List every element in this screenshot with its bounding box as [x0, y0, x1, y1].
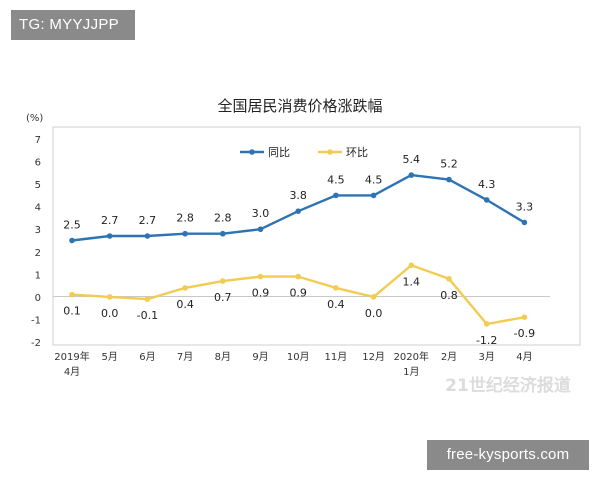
x-tick-label: 11月 — [325, 351, 348, 363]
data-label: 4.5 — [327, 173, 345, 186]
data-point — [220, 278, 226, 284]
data-point — [106, 233, 113, 239]
plot-frame — [52, 126, 581, 346]
y-tick-labels: -2 -1 0 1 2 3 4 5 6 7 — [31, 135, 41, 349]
data-label: -0.1 — [137, 309, 158, 322]
data-point — [370, 192, 377, 199]
y-tick-label: 0 — [35, 293, 41, 304]
x-tick-label: 10月 — [287, 351, 310, 363]
x-tick-label: 2月 — [441, 351, 457, 363]
data-point — [483, 321, 490, 327]
data-point — [446, 176, 452, 183]
data-point — [333, 285, 339, 291]
data-label: 0.9 — [252, 287, 270, 300]
x-tick-label: 1月 — [403, 366, 419, 378]
y-tick-label: 1 — [35, 270, 41, 281]
y-tick-label: 4 — [35, 203, 41, 214]
data-point — [144, 296, 151, 302]
data-label: 3.8 — [289, 189, 307, 202]
x-tick-label: 8月 — [215, 351, 231, 363]
y-tick-label: -2 — [31, 338, 41, 349]
legend: 同比 环比 — [240, 146, 368, 159]
legend-label: 同比 — [268, 146, 290, 159]
data-point — [295, 273, 302, 280]
data-label: 2.5 — [63, 219, 81, 232]
data-point — [182, 230, 188, 237]
data-point — [521, 219, 528, 226]
data-point — [370, 294, 377, 300]
data-point — [333, 192, 339, 199]
data-label: 5.2 — [440, 158, 458, 171]
data-label: 3.0 — [252, 207, 270, 220]
x-tick-label: 6月 — [139, 351, 155, 363]
data-point — [483, 197, 490, 203]
data-point — [220, 230, 226, 237]
x-tick-label: 2019年 — [54, 350, 89, 363]
x-tick-label: 7月 — [177, 351, 193, 363]
x-tick-label: 2020年 — [394, 350, 429, 363]
data-label: 4.5 — [365, 173, 383, 186]
data-label: 0.8 — [440, 289, 458, 302]
y-tick-label: -1 — [31, 315, 41, 326]
data-label: 2.8 — [214, 212, 232, 225]
watermark-text: 21世纪经济报道 — [445, 375, 571, 396]
x-tick-label: 4月 — [516, 351, 532, 363]
data-point — [182, 285, 188, 291]
legend-swatch-marker — [249, 149, 255, 155]
y-tick-label: 6 — [35, 158, 41, 169]
data-point — [69, 291, 75, 298]
data-label: 4.3 — [478, 178, 496, 191]
x-tick-label: 12月 — [362, 351, 385, 363]
x-tick-labels: 2019年 4月 5月 6月 7月 8月 9月 10月 11月 12月 2020年 1月 2月 3月 4月 — [54, 350, 532, 378]
data-label: 0.0 — [365, 307, 383, 320]
site-badge: free-kysports.com — [427, 440, 589, 470]
x-tick-label: 4月 — [64, 366, 80, 378]
y-tick-label: 2 — [35, 248, 41, 259]
y-tick-label: 7 — [35, 135, 41, 146]
data-point — [521, 314, 528, 320]
data-label: 1.4 — [403, 275, 421, 288]
data-label: 2.7 — [139, 214, 157, 227]
legend-swatch-marker — [327, 149, 333, 155]
data-point — [106, 294, 113, 300]
data-point — [408, 172, 415, 178]
data-label: 0.9 — [289, 287, 307, 300]
data-label: 2.7 — [101, 214, 119, 227]
data-point — [446, 276, 452, 282]
data-label: 5.4 — [403, 153, 421, 166]
chart-title: 全国居民消费价格涨跌幅 — [217, 97, 382, 115]
legend-label: 环比 — [346, 146, 368, 159]
data-label: 0.4 — [176, 298, 194, 311]
y-axis-unit: (%) — [26, 113, 43, 124]
data-point — [295, 208, 302, 214]
channel-badge: TG: MYYJJPP — [11, 10, 135, 40]
data-label: -1.2 — [476, 334, 497, 347]
x-tick-label: 3月 — [479, 351, 495, 363]
data-label: 2.8 — [176, 212, 194, 225]
data-label: 0.1 — [63, 305, 81, 318]
data-point — [144, 233, 151, 239]
data-label: 3.3 — [516, 200, 534, 213]
x-tick-label: 5月 — [102, 351, 118, 363]
data-point — [408, 262, 415, 269]
data-point — [257, 226, 264, 233]
data-label: 0.0 — [101, 307, 119, 320]
series-line-yoy — [71, 173, 526, 242]
series-layer: 2.5 2.7 2.7 2.8 2.8 3.0 3.8 4.5 4.5 5.4 5.2 4.3 3.3 0… — [63, 153, 535, 347]
y-tick-label: 5 — [35, 180, 41, 191]
data-label: 0.4 — [327, 298, 345, 311]
data-label: -0.9 — [514, 327, 535, 340]
data-point — [257, 273, 264, 280]
x-tick-label: 9月 — [252, 351, 268, 363]
y-tick-label: 3 — [35, 225, 41, 236]
data-point — [69, 237, 75, 244]
data-label: 0.7 — [214, 291, 232, 304]
